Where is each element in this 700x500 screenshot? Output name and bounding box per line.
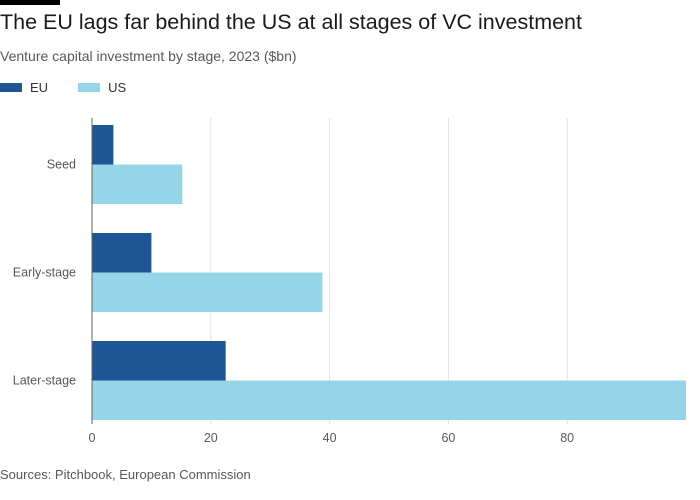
bar-us-early-stage xyxy=(92,272,323,312)
x-tick-label: 80 xyxy=(560,431,574,445)
chart-title: The EU lags far behind the US at all sta… xyxy=(0,10,582,34)
x-tick-label: 40 xyxy=(323,431,337,445)
bar-eu-seed xyxy=(92,125,114,165)
x-tick-label: 20 xyxy=(204,431,218,445)
legend: EU US xyxy=(0,80,156,95)
bar-eu-later-stage xyxy=(92,341,226,381)
bar-eu-early-stage xyxy=(92,233,152,273)
legend-label-us: US xyxy=(108,80,127,95)
legend-item-us: US xyxy=(78,80,126,95)
legend-swatch-us xyxy=(78,83,101,92)
bar-us-later-stage xyxy=(92,380,686,420)
x-tick-label: 0 xyxy=(89,431,96,445)
category-label: Early-stage xyxy=(13,266,76,280)
legend-swatch-eu xyxy=(0,83,22,92)
x-tick-label: 60 xyxy=(441,431,455,445)
chart-subtitle: Venture capital investment by stage, 202… xyxy=(0,48,297,64)
legend-item-eu: EU xyxy=(0,80,48,95)
category-label: Seed xyxy=(47,158,76,172)
source-note: Sources: Pitchbook, European Commission xyxy=(0,467,251,482)
brand-rule xyxy=(0,0,60,5)
category-label: Later-stage xyxy=(13,374,76,388)
legend-label-eu: EU xyxy=(30,80,49,95)
bar-us-seed xyxy=(92,164,183,204)
